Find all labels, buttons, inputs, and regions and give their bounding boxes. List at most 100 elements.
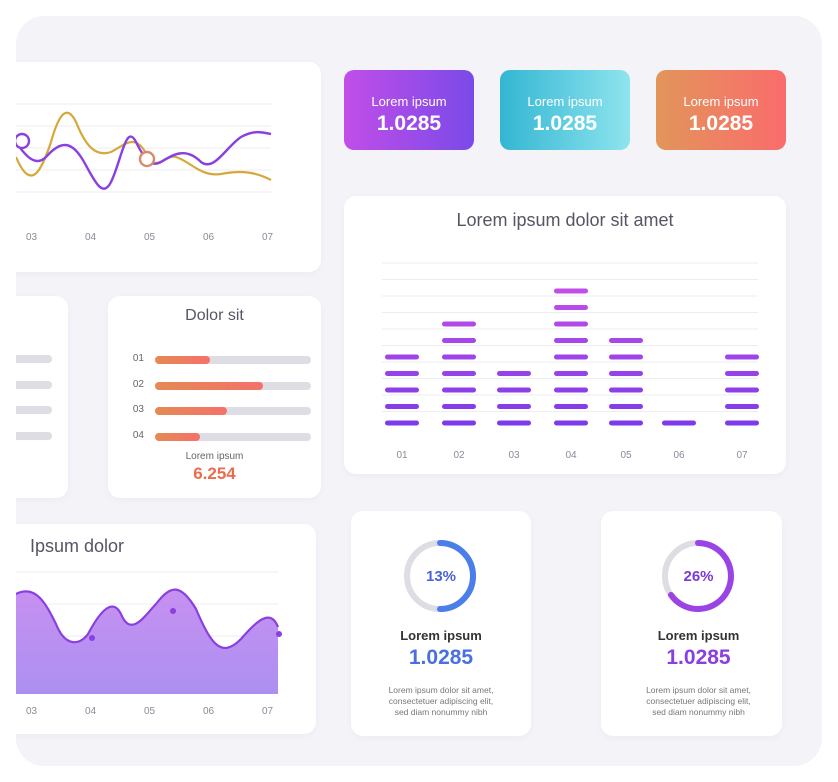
bar-segment xyxy=(609,338,643,343)
line-chart-card: 03 04 05 06 07 xyxy=(16,62,321,272)
area-point xyxy=(170,608,176,614)
progress-track xyxy=(155,433,311,441)
x-label: 05 xyxy=(144,232,156,243)
progress-track xyxy=(155,356,311,364)
donut-label: Lorem ipsum xyxy=(400,628,482,643)
donut-percent: 26% xyxy=(683,568,714,585)
donut-arc xyxy=(668,540,734,612)
bar-chart-card: Lorem ipsum dolor sit amet 01 02 03 04 05 06 0… xyxy=(344,196,786,474)
row-number: 01 xyxy=(132,353,144,364)
donut-value: 1.0285 xyxy=(666,646,731,669)
x-tick-label: 01 xyxy=(396,450,408,461)
grey-bar xyxy=(16,406,52,414)
bar-segment xyxy=(554,404,588,409)
bar-segment xyxy=(609,404,643,409)
caption-value: 6.254 xyxy=(193,464,236,483)
desc-line: Lorem ipsum dolor sit amet, xyxy=(388,685,494,695)
x-label: 05 xyxy=(144,706,156,717)
bar-segment xyxy=(442,354,476,360)
bar-segment xyxy=(554,387,588,393)
donut-description: Lorem ipsum dolor sit amet, consectetuer… xyxy=(351,685,531,718)
desc-line: consectetuer adipiscing elit, xyxy=(388,696,494,706)
progress-fill xyxy=(155,433,201,441)
bar-segment xyxy=(554,321,588,327)
area-chart xyxy=(16,571,282,694)
stat-value: 1.0285 xyxy=(532,112,598,135)
stat-label: Lorem ipsum xyxy=(527,94,603,109)
donut-chart xyxy=(662,540,734,612)
x-tick-label: 02 xyxy=(453,450,465,461)
bar-segment xyxy=(725,404,759,409)
area-point xyxy=(276,631,282,637)
bar-segment xyxy=(497,371,531,376)
donut-description: Lorem ipsum dolor sit amet, consectetuer… xyxy=(601,685,782,718)
bar-segment xyxy=(442,420,476,426)
bar-segment xyxy=(609,387,643,393)
bar-segment xyxy=(609,371,643,376)
bar-segment xyxy=(554,338,588,343)
grey-bar xyxy=(16,355,52,363)
x-label: 03 xyxy=(26,232,38,243)
bar-segment xyxy=(609,420,643,426)
card-title: Ipsum dolor xyxy=(30,536,125,556)
stat-tile-cyan[interactable]: Lorem ipsum 1.0285 xyxy=(500,70,630,150)
progress-track xyxy=(155,407,311,415)
donut-arc xyxy=(437,540,476,612)
bar-segment xyxy=(554,288,588,294)
bar-segment xyxy=(442,404,476,409)
x-label: 03 xyxy=(26,706,38,717)
stat-label: Lorem ipsum xyxy=(683,94,759,109)
area-chart-card: Ipsum dolor 03 04 05 06 07 xyxy=(16,524,316,734)
bar-segment xyxy=(725,354,759,360)
x-label: 04 xyxy=(85,706,97,717)
stat-tile-orange[interactable]: Lorem ipsum 1.0285 xyxy=(656,70,786,150)
donut-chart xyxy=(404,540,476,612)
x-label: 06 xyxy=(203,706,215,717)
donut-label: Lorem ipsum xyxy=(657,628,740,643)
bar-segment xyxy=(385,354,419,360)
bar-segment xyxy=(385,404,419,409)
line-point-1 xyxy=(16,132,31,150)
grey-bar xyxy=(16,432,52,440)
area-point xyxy=(89,635,95,641)
stat-tile-purple[interactable]: Lorem ipsum 1.0285 xyxy=(344,70,474,150)
x-label: 07 xyxy=(262,706,274,717)
stat-value: 1.0285 xyxy=(376,112,442,135)
donut-card-purple: 26% Lorem ipsum 1.0285 Lorem ipsum dolor… xyxy=(601,511,782,736)
bar-segment xyxy=(554,420,588,426)
line-point-2 xyxy=(138,150,156,168)
dolor-sit-card: Dolor sit 01 02 03 04 Lorem ipsum 6.254 xyxy=(108,296,321,498)
dashboard-frame: 03 04 05 06 07 Lorem ipsum 1.0285 Lorem … xyxy=(16,16,822,766)
stat-label: Lorem ipsum xyxy=(371,94,447,109)
caption: Lorem ipsum xyxy=(185,451,244,462)
desc-line: sed diam nonummy nibh xyxy=(394,707,488,717)
bar-segment xyxy=(725,371,759,376)
bar-segment xyxy=(385,387,419,393)
x-tick-label: 03 xyxy=(508,450,520,461)
chart-title: Lorem ipsum dolor sit amet xyxy=(456,210,674,230)
x-tick-label: 04 xyxy=(565,450,577,461)
desc-line: consectetuer adipiscing elit, xyxy=(646,696,751,706)
bar-chart: 01 02 03 04 05 06 07 xyxy=(382,262,759,461)
row-number: 02 xyxy=(132,379,144,390)
bar-segment xyxy=(385,371,419,376)
x-tick-label: 06 xyxy=(673,450,685,461)
row-number: 04 xyxy=(132,430,144,441)
x-label: 04 xyxy=(85,232,97,243)
x-label: 06 xyxy=(203,232,215,243)
bar-segment xyxy=(609,354,643,360)
progress-fill xyxy=(155,382,263,390)
line-chart xyxy=(16,103,272,193)
bar-segment xyxy=(497,404,531,409)
progress-track xyxy=(155,382,311,390)
bar-segment xyxy=(554,371,588,376)
bar-segment xyxy=(662,420,696,426)
partial-bars-card xyxy=(16,296,68,498)
donut-card-blue: 13% Lorem ipsum 1.0285 Lorem ipsum dolor… xyxy=(351,511,531,736)
area-line xyxy=(16,588,280,650)
progress-fill xyxy=(155,356,210,364)
area-fill xyxy=(16,589,278,694)
bar-segment xyxy=(442,387,476,393)
card-title: Dolor sit xyxy=(185,307,244,324)
x-tick-label: 05 xyxy=(620,450,632,461)
